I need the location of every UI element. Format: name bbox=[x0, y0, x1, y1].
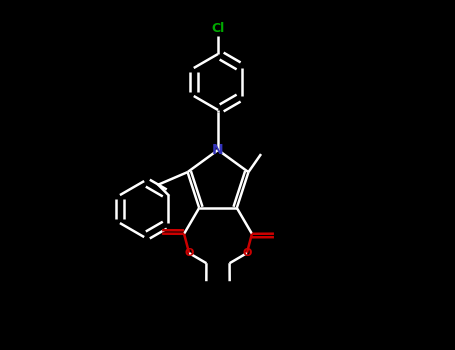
Text: O: O bbox=[184, 248, 194, 258]
Text: N: N bbox=[212, 143, 224, 157]
Text: O: O bbox=[242, 248, 252, 258]
Text: Cl: Cl bbox=[212, 22, 225, 35]
